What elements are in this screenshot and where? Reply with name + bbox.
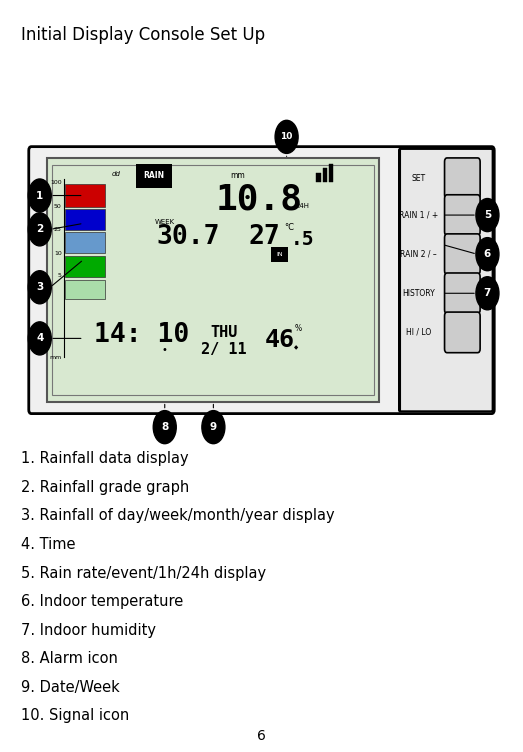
Text: RAIN: RAIN xyxy=(144,171,165,180)
Text: 6: 6 xyxy=(257,729,266,743)
Text: 1. Rainfall data display: 1. Rainfall data display xyxy=(21,451,189,466)
Text: 10: 10 xyxy=(54,251,62,256)
Text: 5: 5 xyxy=(58,274,62,278)
Bar xyxy=(65,280,105,299)
Text: 9: 9 xyxy=(210,422,217,432)
Circle shape xyxy=(28,322,51,355)
Text: IN: IN xyxy=(277,252,283,256)
Text: HISTORY: HISTORY xyxy=(402,289,435,298)
Text: 3: 3 xyxy=(36,282,43,293)
FancyBboxPatch shape xyxy=(29,147,494,414)
Bar xyxy=(65,256,105,277)
FancyBboxPatch shape xyxy=(445,273,480,314)
Text: 100: 100 xyxy=(50,180,62,185)
Bar xyxy=(65,232,105,253)
Text: ◆: ◆ xyxy=(294,346,299,350)
Text: HI / LO: HI / LO xyxy=(406,328,431,337)
Text: 50: 50 xyxy=(54,205,62,209)
Text: 6. Indoor temperature: 6. Indoor temperature xyxy=(21,594,183,609)
Text: 5: 5 xyxy=(484,210,491,220)
Text: mm: mm xyxy=(231,171,245,180)
FancyBboxPatch shape xyxy=(47,158,379,402)
Circle shape xyxy=(476,238,499,271)
Text: 10: 10 xyxy=(280,132,293,141)
Text: 1: 1 xyxy=(36,190,43,201)
Bar xyxy=(65,184,105,207)
Text: 8: 8 xyxy=(161,422,168,432)
Text: RAIN 1 / +: RAIN 1 / + xyxy=(399,211,438,220)
FancyBboxPatch shape xyxy=(445,234,480,274)
Text: 6: 6 xyxy=(484,249,491,259)
Bar xyxy=(65,209,105,230)
Bar xyxy=(323,168,327,182)
Text: 7: 7 xyxy=(484,288,491,299)
Text: dd: dd xyxy=(111,171,121,177)
Text: SET: SET xyxy=(411,174,426,183)
Text: •: • xyxy=(162,345,168,356)
Text: 4. Time: 4. Time xyxy=(21,537,75,552)
Circle shape xyxy=(28,271,51,304)
Text: RAIN 2 / –: RAIN 2 / – xyxy=(400,250,437,259)
Text: 2: 2 xyxy=(36,224,43,235)
Bar xyxy=(329,164,333,182)
Text: 46: 46 xyxy=(265,328,295,352)
Circle shape xyxy=(275,120,298,153)
Circle shape xyxy=(153,411,176,444)
Text: %: % xyxy=(294,324,302,333)
Text: 10.8: 10.8 xyxy=(215,182,302,217)
Text: 2. Rainfall grade graph: 2. Rainfall grade graph xyxy=(21,480,189,495)
FancyBboxPatch shape xyxy=(445,158,480,199)
Text: 5. Rain rate/event/1h/24h display: 5. Rain rate/event/1h/24h display xyxy=(21,566,266,581)
Text: WEEK: WEEK xyxy=(155,219,175,225)
Bar xyxy=(316,173,321,182)
Circle shape xyxy=(28,213,51,246)
Text: .5: .5 xyxy=(291,229,314,249)
Text: 7. Indoor humidity: 7. Indoor humidity xyxy=(21,623,156,638)
FancyBboxPatch shape xyxy=(445,312,480,353)
Text: 27: 27 xyxy=(248,224,280,250)
Text: 10. Signal icon: 10. Signal icon xyxy=(21,708,129,723)
Text: °C: °C xyxy=(284,223,294,232)
Text: THU: THU xyxy=(210,325,237,340)
Text: 8. Alarm icon: 8. Alarm icon xyxy=(21,651,118,666)
Text: Initial Display Console Set Up: Initial Display Console Set Up xyxy=(21,26,265,44)
FancyBboxPatch shape xyxy=(445,195,480,235)
Text: 4: 4 xyxy=(36,333,43,344)
Text: 25: 25 xyxy=(54,227,62,232)
Text: 3. Rainfall of day/week/month/year display: 3. Rainfall of day/week/month/year displ… xyxy=(21,508,335,523)
Circle shape xyxy=(476,199,499,232)
Text: 9. Date/Week: 9. Date/Week xyxy=(21,680,120,695)
Circle shape xyxy=(476,277,499,310)
FancyBboxPatch shape xyxy=(399,149,493,411)
Text: 14: 10: 14: 10 xyxy=(94,322,189,347)
Text: 30.7: 30.7 xyxy=(156,224,220,250)
Circle shape xyxy=(28,179,51,212)
Text: mm: mm xyxy=(50,355,62,359)
Circle shape xyxy=(202,411,225,444)
Text: 2/ 11: 2/ 11 xyxy=(201,342,247,357)
Text: 24H: 24H xyxy=(295,203,309,209)
